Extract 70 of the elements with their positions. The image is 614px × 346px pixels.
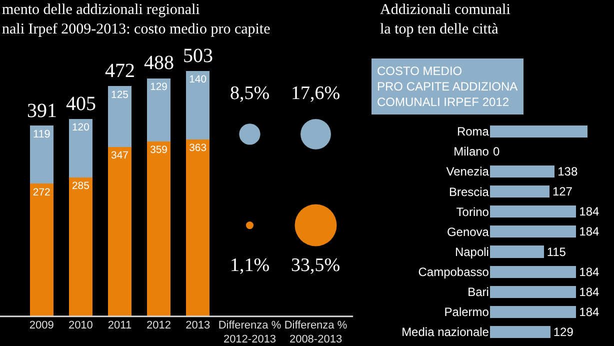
bar (490, 246, 544, 258)
data-label: 138 (558, 164, 578, 179)
data-label: 119 (32, 128, 50, 141)
bar (490, 266, 576, 278)
total-label: 503 (183, 45, 213, 67)
data-label: 359 (150, 144, 168, 156)
y-tick-label: Campobasso (418, 265, 490, 280)
data-label: 33,5% (291, 255, 340, 276)
total-label: 391 (27, 100, 57, 122)
data-label: 1,1% (230, 255, 270, 276)
bar (490, 125, 588, 138)
total-label: 405 (66, 93, 96, 115)
x-tick-label: 2009 (29, 319, 54, 332)
data-label: 125 (111, 90, 129, 101)
bar (490, 186, 550, 198)
chart-subtitle: COSTO MEDIO PRO CAPITE ADDIZIONA COMUNALI IRPEF 2012 (377, 64, 518, 110)
data-label: 347 (111, 150, 129, 162)
y-tick-label: Brescia (448, 184, 490, 199)
bar (490, 286, 576, 298)
bar (30, 184, 54, 316)
data-label: 17,6% (291, 83, 340, 104)
bar (108, 147, 132, 316)
data-label: 184 (579, 204, 600, 219)
x-tick-label: 2013 (186, 319, 210, 332)
x-tick-label: 2011 (108, 319, 132, 332)
data-label: 8,5% (230, 83, 270, 104)
x-tick-label: 2012 (146, 319, 172, 332)
total-label: 472 (105, 60, 135, 82)
y-tick-label: Napoli (454, 244, 489, 259)
y-tick-label: Genova (446, 224, 490, 239)
bar (490, 306, 576, 318)
data-label: 129 (150, 82, 168, 93)
data-label: 129 (553, 324, 574, 339)
bar (68, 177, 92, 316)
bar (490, 326, 550, 338)
y-tick-label: Roma (456, 124, 490, 139)
y-tick-label: Media nazionale (402, 325, 490, 340)
data-label: 127 (552, 184, 573, 199)
y-tick-label: Venezia (446, 164, 490, 179)
bar (147, 141, 170, 316)
data-label: 115 (546, 244, 566, 259)
bar (30, 126, 54, 184)
chart-title: Addizionali comunali la top ten delle città (380, 2, 510, 38)
data-label: 0 (492, 144, 500, 158)
bar (186, 139, 210, 316)
y-tick-label: Palermo (444, 305, 490, 320)
bar (186, 71, 210, 140)
category-label: Differenza % 2008-2013 (284, 319, 348, 346)
x-tick-label: 2010 (68, 319, 93, 332)
data-label: 285 (72, 180, 90, 192)
chart-title: mento delle addizionali regionali nali Irpef 2009-2013: costo medio pro capite (2, 2, 271, 38)
data-label: 120 (72, 122, 90, 134)
data-label: 184 (579, 264, 600, 279)
bar (108, 86, 132, 148)
bar (490, 166, 555, 178)
bar (68, 118, 92, 178)
data-label: 272 (32, 187, 51, 198)
total-label: 488 (144, 52, 174, 74)
data-label: 184 (579, 224, 600, 239)
bar (490, 226, 576, 238)
data-label: 363 (189, 142, 207, 154)
y-tick-label: Milano (454, 144, 490, 159)
category-label: Differenza % 2012-2013 (218, 319, 282, 346)
bar (147, 78, 170, 142)
data-label: 184 (579, 304, 600, 319)
data-label: 140 (189, 74, 207, 86)
bar (490, 206, 576, 218)
y-tick-label: Torino (456, 204, 490, 219)
data-label: 184 (579, 284, 600, 299)
y-tick-label: Bari (468, 285, 489, 300)
